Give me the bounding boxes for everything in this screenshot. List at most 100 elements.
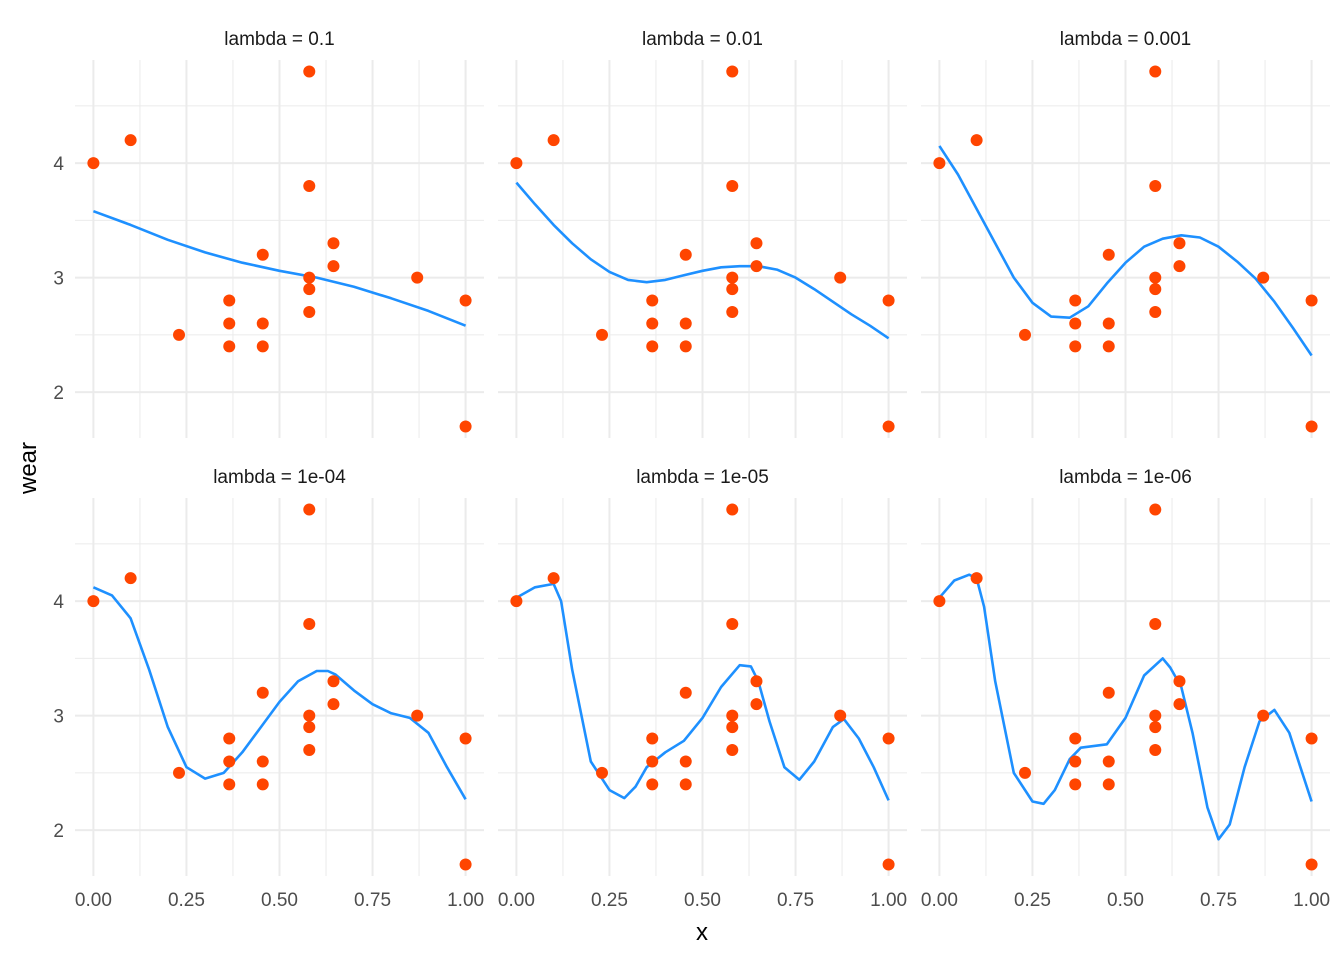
- data-point: [1102, 778, 1115, 791]
- data-point: [1173, 698, 1186, 711]
- data-point: [1257, 709, 1270, 722]
- data-point: [679, 317, 692, 330]
- data-point: [882, 420, 895, 433]
- x-tick-label: 1.00: [870, 890, 907, 911]
- data-point: [1069, 755, 1082, 768]
- data-point: [970, 572, 983, 585]
- data-point: [256, 755, 269, 768]
- data-point: [646, 340, 659, 353]
- data-point: [726, 180, 739, 192]
- data-point: [223, 317, 236, 330]
- data-point: [679, 755, 692, 768]
- x-tick-label: 0.00: [498, 890, 535, 911]
- data-point: [1069, 778, 1082, 791]
- x-tick-label: 1.00: [447, 890, 484, 911]
- data-point: [679, 778, 692, 791]
- data-point: [223, 294, 236, 307]
- data-point: [1149, 65, 1162, 78]
- data-point: [223, 732, 236, 745]
- x-tick-label: 0.75: [1200, 890, 1237, 911]
- data-point: [882, 294, 895, 307]
- data-point: [173, 328, 186, 341]
- data-point: [596, 328, 609, 341]
- data-point: [1149, 306, 1162, 318]
- x-tick-label: 1.00: [1293, 890, 1330, 911]
- data-point: [303, 271, 316, 284]
- data-point: [882, 858, 895, 871]
- data-point: [124, 572, 137, 585]
- x-axis-title: x: [696, 919, 708, 946]
- data-point: [87, 157, 100, 170]
- data-point: [1019, 328, 1032, 341]
- smoothing-spline-curve: [938, 573, 1313, 841]
- facet-strip-label: lambda = 1e-05: [636, 467, 769, 488]
- data-point: [303, 709, 316, 722]
- data-point: [87, 595, 100, 608]
- data-point: [256, 340, 269, 353]
- data-point: [303, 65, 316, 78]
- data-point: [327, 698, 340, 711]
- facet-panel: lambda = 1e-06 0.00 0.25 0.50 0.75 1.00: [921, 467, 1330, 911]
- data-point: [646, 778, 659, 791]
- data-point: [303, 618, 316, 630]
- data-point: [726, 65, 739, 78]
- x-tick-label: 0.75: [354, 890, 391, 911]
- data-point: [646, 317, 659, 330]
- x-tick-label: 0.00: [75, 890, 112, 911]
- data-point: [1173, 237, 1186, 250]
- data-point: [256, 686, 269, 699]
- data-point: [1305, 420, 1318, 433]
- data-point: [411, 271, 424, 284]
- data-point: [510, 595, 523, 608]
- data-point: [256, 248, 269, 261]
- data-point: [1149, 618, 1162, 630]
- y-tick-label: 4: [53, 592, 64, 613]
- x-tick-label: 0.50: [261, 890, 298, 911]
- data-point: [1069, 340, 1082, 353]
- data-point: [726, 503, 739, 516]
- y-tick-label: 3: [53, 269, 64, 290]
- data-point: [327, 260, 340, 273]
- facet-panel: lambda = 0.001: [921, 29, 1330, 438]
- data-point: [1173, 675, 1186, 688]
- data-point: [1149, 283, 1162, 296]
- data-point: [646, 732, 659, 745]
- data-point: [303, 283, 316, 296]
- facet-strip-label: lambda = 1e-04: [213, 467, 346, 488]
- data-point: [1102, 686, 1115, 699]
- data-point: [510, 157, 523, 170]
- facet-panel: lambda = 1e-04 2 3 4 0.00 0.25 0.50 0.75 1.00: [53, 467, 484, 911]
- smoothing-spline-curve: [515, 582, 890, 801]
- data-point: [834, 709, 847, 722]
- facet-strip-label: lambda = 0.01: [642, 29, 763, 50]
- data-point: [411, 709, 424, 722]
- data-point: [173, 766, 186, 779]
- data-point: [726, 271, 739, 284]
- data-point: [303, 721, 316, 734]
- x-tick-label: 0.00: [921, 890, 958, 911]
- data-point: [1102, 317, 1115, 330]
- x-tick-label: 0.25: [1014, 890, 1051, 911]
- y-tick-label: 2: [53, 383, 64, 404]
- data-point: [726, 744, 739, 756]
- data-point: [933, 595, 946, 608]
- data-point: [1149, 503, 1162, 516]
- x-tick-label: 0.50: [684, 890, 721, 911]
- data-point: [596, 766, 609, 779]
- facet-strip-label: lambda = 1e-06: [1059, 467, 1192, 488]
- data-point: [256, 317, 269, 330]
- facet-panel: lambda = 0.1 2 3 4: [53, 29, 484, 438]
- smoothing-spline-curve: [92, 209, 467, 327]
- smoothing-spline-curve: [515, 181, 890, 340]
- x-tick-label: 0.75: [777, 890, 814, 911]
- data-point: [303, 306, 316, 318]
- data-point: [303, 744, 316, 756]
- data-point: [459, 732, 472, 745]
- data-point: [1173, 260, 1186, 273]
- facet-panel: lambda = 0.01: [498, 29, 907, 438]
- data-point: [1102, 755, 1115, 768]
- data-point: [679, 248, 692, 261]
- data-point: [459, 858, 472, 871]
- data-point: [1305, 858, 1318, 871]
- data-point: [1257, 271, 1270, 284]
